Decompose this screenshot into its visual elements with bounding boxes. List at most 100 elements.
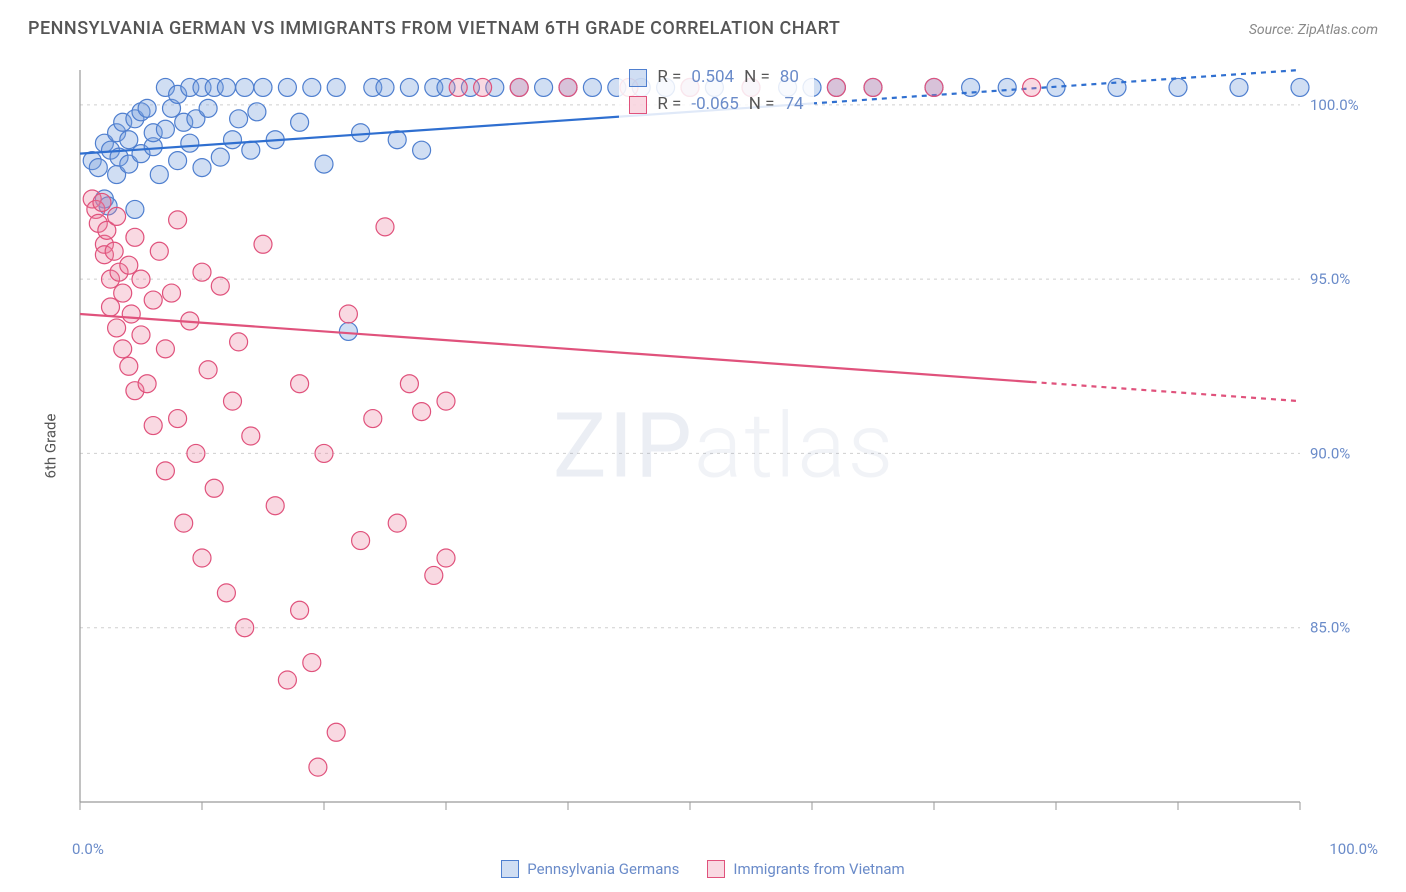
data-point [230, 110, 248, 128]
data-point [224, 131, 242, 149]
data-point [254, 235, 272, 253]
data-point [236, 619, 254, 637]
stats-swatch [629, 69, 647, 87]
data-point [864, 78, 882, 96]
svg-text:100.0%: 100.0% [1310, 96, 1359, 114]
data-point [236, 78, 254, 96]
data-point [199, 361, 217, 379]
data-point [122, 305, 140, 323]
data-point [169, 410, 187, 428]
data-point [144, 291, 162, 309]
data-point [93, 193, 111, 211]
data-point [1023, 78, 1041, 96]
data-point [89, 159, 107, 177]
data-point [224, 392, 242, 410]
data-point [138, 99, 156, 117]
data-point [230, 333, 248, 351]
data-point [156, 120, 174, 138]
data-point [163, 284, 181, 302]
svg-text:90.0%: 90.0% [1310, 444, 1350, 462]
data-point [120, 357, 138, 375]
data-point [303, 78, 321, 96]
x-axis-min-label: 0.0% [72, 840, 104, 858]
data-point [1291, 78, 1309, 96]
data-point [193, 263, 211, 281]
data-point [102, 298, 120, 316]
legend-label: Immigrants from Vietnam [733, 860, 904, 878]
data-point [388, 514, 406, 532]
svg-text:85.0%: 85.0% [1310, 619, 1350, 637]
data-point [291, 375, 309, 393]
data-point [339, 322, 357, 340]
data-point [339, 305, 357, 323]
data-point [248, 103, 266, 121]
data-point [449, 78, 467, 96]
data-point [376, 218, 394, 236]
stats-swatch [629, 96, 647, 114]
data-point [187, 444, 205, 462]
data-point [150, 242, 168, 260]
data-point [199, 99, 217, 117]
data-point [535, 78, 553, 96]
data-point [150, 166, 168, 184]
data-point [400, 78, 418, 96]
chart-title: PENNSYLVANIA GERMAN VS IMMIGRANTS FROM V… [28, 18, 840, 39]
data-point [827, 78, 845, 96]
y-axis-label: 6th Grade [41, 414, 59, 479]
data-point [278, 671, 296, 689]
data-point [510, 78, 528, 96]
data-point [193, 549, 211, 567]
data-point [108, 319, 126, 337]
data-point [413, 141, 431, 159]
data-point [254, 78, 272, 96]
data-point [303, 654, 321, 672]
data-point [217, 584, 235, 602]
data-point [211, 277, 229, 295]
data-point [925, 78, 943, 96]
data-point [364, 410, 382, 428]
chart-area: 85.0%90.0%95.0%100.0% ZIPatlas R =0.504N… [70, 60, 1378, 832]
data-point [437, 392, 455, 410]
data-point [132, 326, 150, 344]
data-point [291, 601, 309, 619]
data-point [559, 78, 577, 96]
data-point [413, 403, 431, 421]
data-point [1230, 78, 1248, 96]
trend-line [80, 314, 1032, 382]
data-point [309, 758, 327, 776]
data-point [327, 78, 345, 96]
data-point [114, 340, 132, 358]
data-point [120, 256, 138, 274]
data-point [217, 78, 235, 96]
data-point [352, 124, 370, 142]
data-point [144, 417, 162, 435]
data-point [266, 497, 284, 515]
data-point [400, 375, 418, 393]
data-point [169, 152, 187, 170]
data-point [278, 78, 296, 96]
data-point [327, 723, 345, 741]
chart-source: Source: ZipAtlas.com [1249, 22, 1378, 38]
trend-line-extrapolated [812, 70, 1300, 103]
data-point [156, 340, 174, 358]
chart-legend: Pennsylvania Germans Immigrants from Viet… [0, 860, 1406, 878]
data-point [114, 284, 132, 302]
data-point [1169, 78, 1187, 96]
data-point [126, 200, 144, 218]
data-point [205, 479, 223, 497]
x-axis-max-label: 100.0% [1329, 840, 1378, 858]
svg-text:95.0%: 95.0% [1310, 270, 1350, 288]
legend-item: Immigrants from Vietnam [707, 860, 904, 878]
data-point [105, 242, 123, 260]
stats-row: R =-0.065N =74 [629, 91, 803, 118]
data-point [120, 131, 138, 149]
legend-label: Pennsylvania Germans [527, 860, 679, 878]
scatter-chart: 85.0% 90.0% 95.0% 100.0% [70, 60, 1378, 832]
legend-swatch [707, 860, 725, 878]
legend-item: Pennsylvania Germans [501, 860, 679, 878]
legend-swatch [501, 860, 519, 878]
data-point [108, 207, 126, 225]
data-point [352, 532, 370, 550]
data-point [376, 78, 394, 96]
data-point [437, 549, 455, 567]
